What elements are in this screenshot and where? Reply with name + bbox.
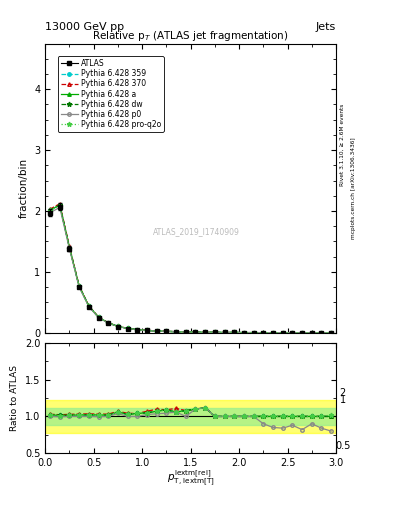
Text: 2: 2: [340, 388, 346, 398]
Legend: ATLAS, Pythia 6.428 359, Pythia 6.428 370, Pythia 6.428 a, Pythia 6.428 dw, Pyth: ATLAS, Pythia 6.428 359, Pythia 6.428 37…: [58, 56, 164, 132]
Text: Jets: Jets: [316, 22, 336, 32]
Y-axis label: Ratio to ATLAS: Ratio to ATLAS: [10, 365, 19, 431]
Text: 0.5: 0.5: [335, 441, 351, 451]
Bar: [45, 400, 336, 433]
Bar: [45, 408, 336, 425]
Text: ATLAS_2019_I1740909: ATLAS_2019_I1740909: [153, 227, 240, 236]
Text: 13000 GeV pp: 13000 GeV pp: [45, 22, 124, 32]
Title: Relative p$_{T}$ (ATLAS jet fragmentation): Relative p$_{T}$ (ATLAS jet fragmentatio…: [92, 29, 289, 44]
Text: mcplots.cern.ch [arXiv:1306.3436]: mcplots.cern.ch [arXiv:1306.3436]: [351, 137, 356, 239]
Text: Rivet 3.1.10, ≥ 2.6M events: Rivet 3.1.10, ≥ 2.6M events: [340, 103, 345, 186]
X-axis label: $p_{\rm{T,\,lextm[T]}}^{\rm{lextm[rel]}}$: $p_{\rm{T,\,lextm[T]}}^{\rm{lextm[rel]}}…: [167, 470, 215, 489]
Y-axis label: fraction/bin: fraction/bin: [18, 158, 29, 218]
Text: 1: 1: [340, 395, 346, 406]
